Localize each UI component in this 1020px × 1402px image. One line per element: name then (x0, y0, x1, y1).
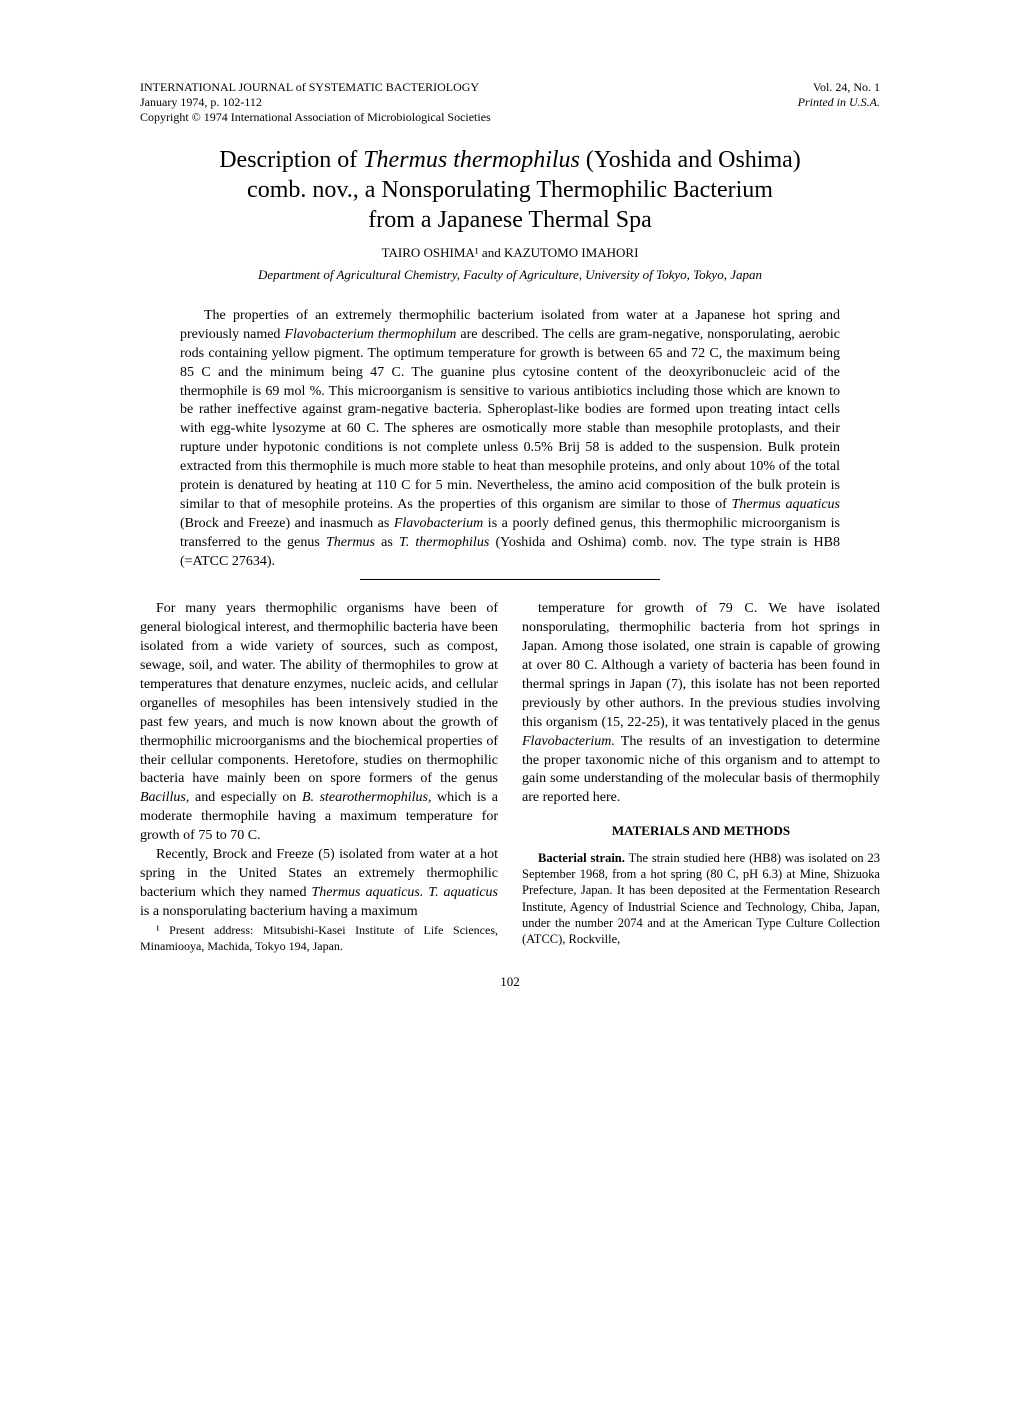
abstract-species-2: Thermus aquaticus (732, 497, 840, 512)
abstract-genus-2: Thermus (326, 535, 375, 550)
right-column: temperature for growth of 79 C. We have … (522, 600, 880, 954)
issue-line: January 1974, p. 102-112 (140, 95, 262, 109)
abstract-species-3: T. thermophilus (399, 535, 489, 550)
title-line3: from a Japanese Thermal Spa (368, 207, 651, 233)
abstract-text-5: as (375, 535, 399, 550)
title-species: Thermus thermophilus (363, 147, 580, 173)
body-left-p1: For many years thermophilic organisms ha… (140, 600, 498, 846)
affiliation: Department of Agricultural Chemistry, Fa… (140, 267, 880, 283)
body-right-genus-1: Flavobacterium. (522, 734, 615, 749)
journal-header: INTERNATIONAL JOURNAL of SYSTEMATIC BACT… (140, 80, 880, 125)
body-left-species-1: B. stearothermophilus, (302, 790, 432, 805)
copyright-line: Copyright © 1974 International Associati… (140, 110, 491, 124)
page-container: INTERNATIONAL JOURNAL of SYSTEMATIC BACT… (0, 0, 1020, 1050)
header-right: Vol. 24, No. 1 Printed in U.S.A. (798, 80, 880, 125)
methods-text: Bacterial strain. The strain studied her… (522, 850, 880, 948)
body-left-genus-1: Bacillus, (140, 790, 189, 805)
body-left-p2c: is a nonsporulating bacterium having a m… (140, 904, 418, 919)
authors: TAIRO OSHIMA¹ and KAZUTOMO IMAHORI (140, 245, 880, 261)
two-column-body: For many years thermophilic organisms ha… (140, 600, 880, 954)
body-left-species-2: Thermus aquaticus. T. aquaticus (311, 885, 498, 900)
footnote: ¹ Present address: Mitsubishi-Kasei Inst… (140, 922, 498, 954)
printed-in: Printed in U.S.A. (798, 95, 880, 109)
abstract-text-3: (Brock and Freeze) and inasmuch as (180, 516, 394, 531)
page-number: 102 (140, 974, 880, 990)
body-right-p1a: temperature for growth of 79 C. We have … (522, 601, 880, 729)
left-column: For many years thermophilic organisms ha… (140, 600, 498, 954)
title-line1c: (Yoshida and Oshima) (580, 147, 801, 173)
body-right-p2: Bacterial strain. The strain studied her… (522, 850, 880, 948)
abstract-text-2: are described. The cells are gram-negati… (180, 327, 840, 512)
title-line2: comb. nov., a Nonsporulating Thermophili… (247, 177, 773, 203)
abstract: The properties of an extremely thermophi… (180, 307, 840, 571)
body-right-p2-text: The strain studied here (HB8) was isolat… (522, 851, 880, 946)
abstract-genus-1: Flavobacterium (394, 516, 483, 531)
bacterial-strain-runin: Bacterial strain. (538, 851, 625, 865)
materials-methods-heading: MATERIALS AND METHODS (522, 822, 880, 840)
body-left-p1c: and especially on (189, 790, 302, 805)
volume-number: Vol. 24, No. 1 (813, 80, 880, 94)
body-right-p1: temperature for growth of 79 C. We have … (522, 600, 880, 808)
divider-line (360, 579, 660, 580)
body-left-p1a: For many years thermophilic organisms ha… (140, 601, 498, 786)
body-left-p2: Recently, Brock and Freeze (5) isolated … (140, 846, 498, 922)
journal-name: INTERNATIONAL JOURNAL of SYSTEMATIC BACT… (140, 80, 479, 94)
title-line1a: Description of (219, 147, 363, 173)
header-left: INTERNATIONAL JOURNAL of SYSTEMATIC BACT… (140, 80, 491, 125)
article-title: Description of Thermus thermophilus (Yos… (140, 145, 880, 235)
abstract-species-1: Flavobacterium thermophilum (284, 327, 456, 342)
